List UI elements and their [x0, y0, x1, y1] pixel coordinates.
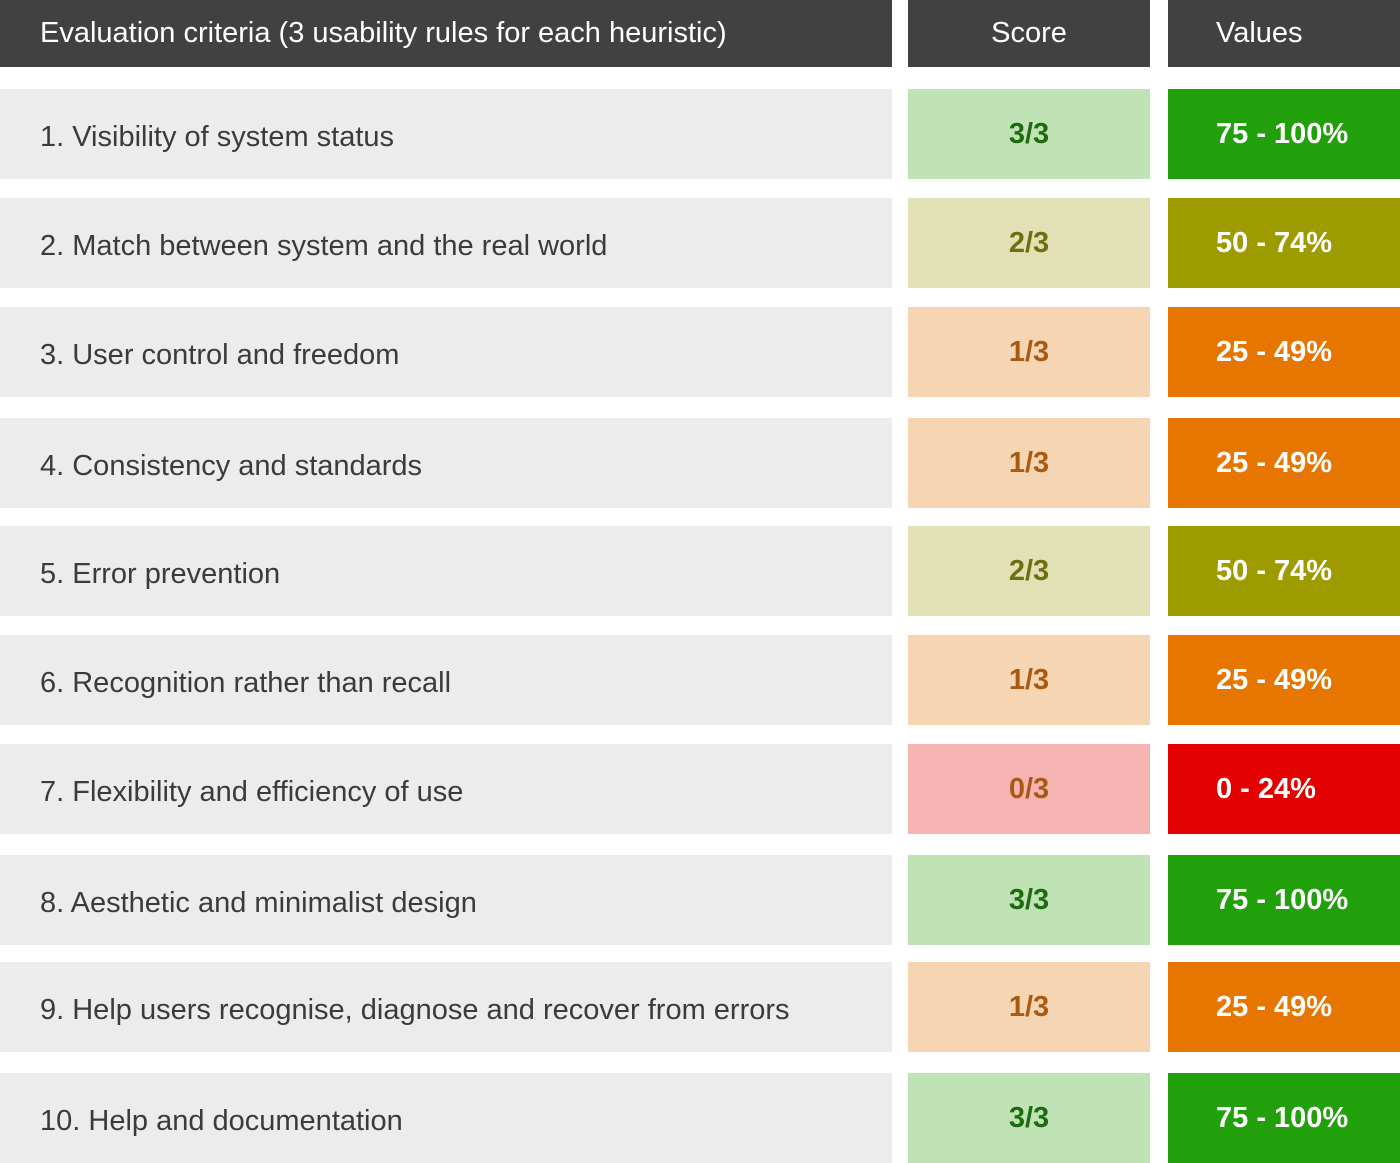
- value-cell: 0 - 24%: [1168, 744, 1400, 834]
- table-row: 7. Flexibility and efficiency of use 0/3…: [0, 744, 1400, 834]
- criteria-cell: 10. Help and documentation: [0, 1073, 892, 1163]
- header-values: Values: [1168, 0, 1400, 67]
- table-row: 6. Recognition rather than recall 1/3 25…: [0, 635, 1400, 725]
- criteria-cell: 4. Consistency and standards: [0, 418, 892, 508]
- value-cell: 75 - 100%: [1168, 1073, 1400, 1163]
- criteria-cell: 6. Recognition rather than recall: [0, 635, 892, 725]
- score-cell: 1/3: [908, 635, 1150, 725]
- criteria-cell: 1. Visibility of system status: [0, 89, 892, 179]
- score-cell: 3/3: [908, 855, 1150, 945]
- criteria-cell: 2. Match between system and the real wor…: [0, 198, 892, 288]
- value-cell: 25 - 49%: [1168, 418, 1400, 508]
- criteria-cell: 7. Flexibility and efficiency of use: [0, 744, 892, 834]
- score-cell: 3/3: [908, 1073, 1150, 1163]
- value-cell: 25 - 49%: [1168, 307, 1400, 397]
- table-row: 8. Aesthetic and minimalist design 3/3 7…: [0, 855, 1400, 945]
- criteria-cell: 5. Error prevention: [0, 526, 892, 616]
- header-score: Score: [908, 0, 1150, 67]
- value-cell: 50 - 74%: [1168, 526, 1400, 616]
- value-cell: 25 - 49%: [1168, 962, 1400, 1052]
- table-row: 2. Match between system and the real wor…: [0, 198, 1400, 288]
- score-cell: 0/3: [908, 744, 1150, 834]
- value-cell: 75 - 100%: [1168, 855, 1400, 945]
- score-cell: 1/3: [908, 418, 1150, 508]
- table-row: 4. Consistency and standards 1/3 25 - 49…: [0, 418, 1400, 508]
- criteria-cell: 3. User control and freedom: [0, 307, 892, 397]
- criteria-cell: 8. Aesthetic and minimalist design: [0, 855, 892, 945]
- score-cell: 1/3: [908, 307, 1150, 397]
- value-cell: 50 - 74%: [1168, 198, 1400, 288]
- criteria-cell: 9. Help users recognise, diagnose and re…: [0, 962, 892, 1052]
- table-row: 1. Visibility of system status 3/3 75 - …: [0, 89, 1400, 179]
- score-cell: 1/3: [908, 962, 1150, 1052]
- score-cell: 3/3: [908, 89, 1150, 179]
- table-row: 5. Error prevention 2/3 50 - 74%: [0, 526, 1400, 616]
- table-row: 3. User control and freedom 1/3 25 - 49%: [0, 307, 1400, 397]
- table-row: 9. Help users recognise, diagnose and re…: [0, 962, 1400, 1052]
- table-row: 10. Help and documentation 3/3 75 - 100%: [0, 1073, 1400, 1163]
- header-criteria: Evaluation criteria (3 usability rules f…: [0, 0, 892, 67]
- value-cell: 25 - 49%: [1168, 635, 1400, 725]
- value-cell: 75 - 100%: [1168, 89, 1400, 179]
- score-cell: 2/3: [908, 526, 1150, 616]
- score-cell: 2/3: [908, 198, 1150, 288]
